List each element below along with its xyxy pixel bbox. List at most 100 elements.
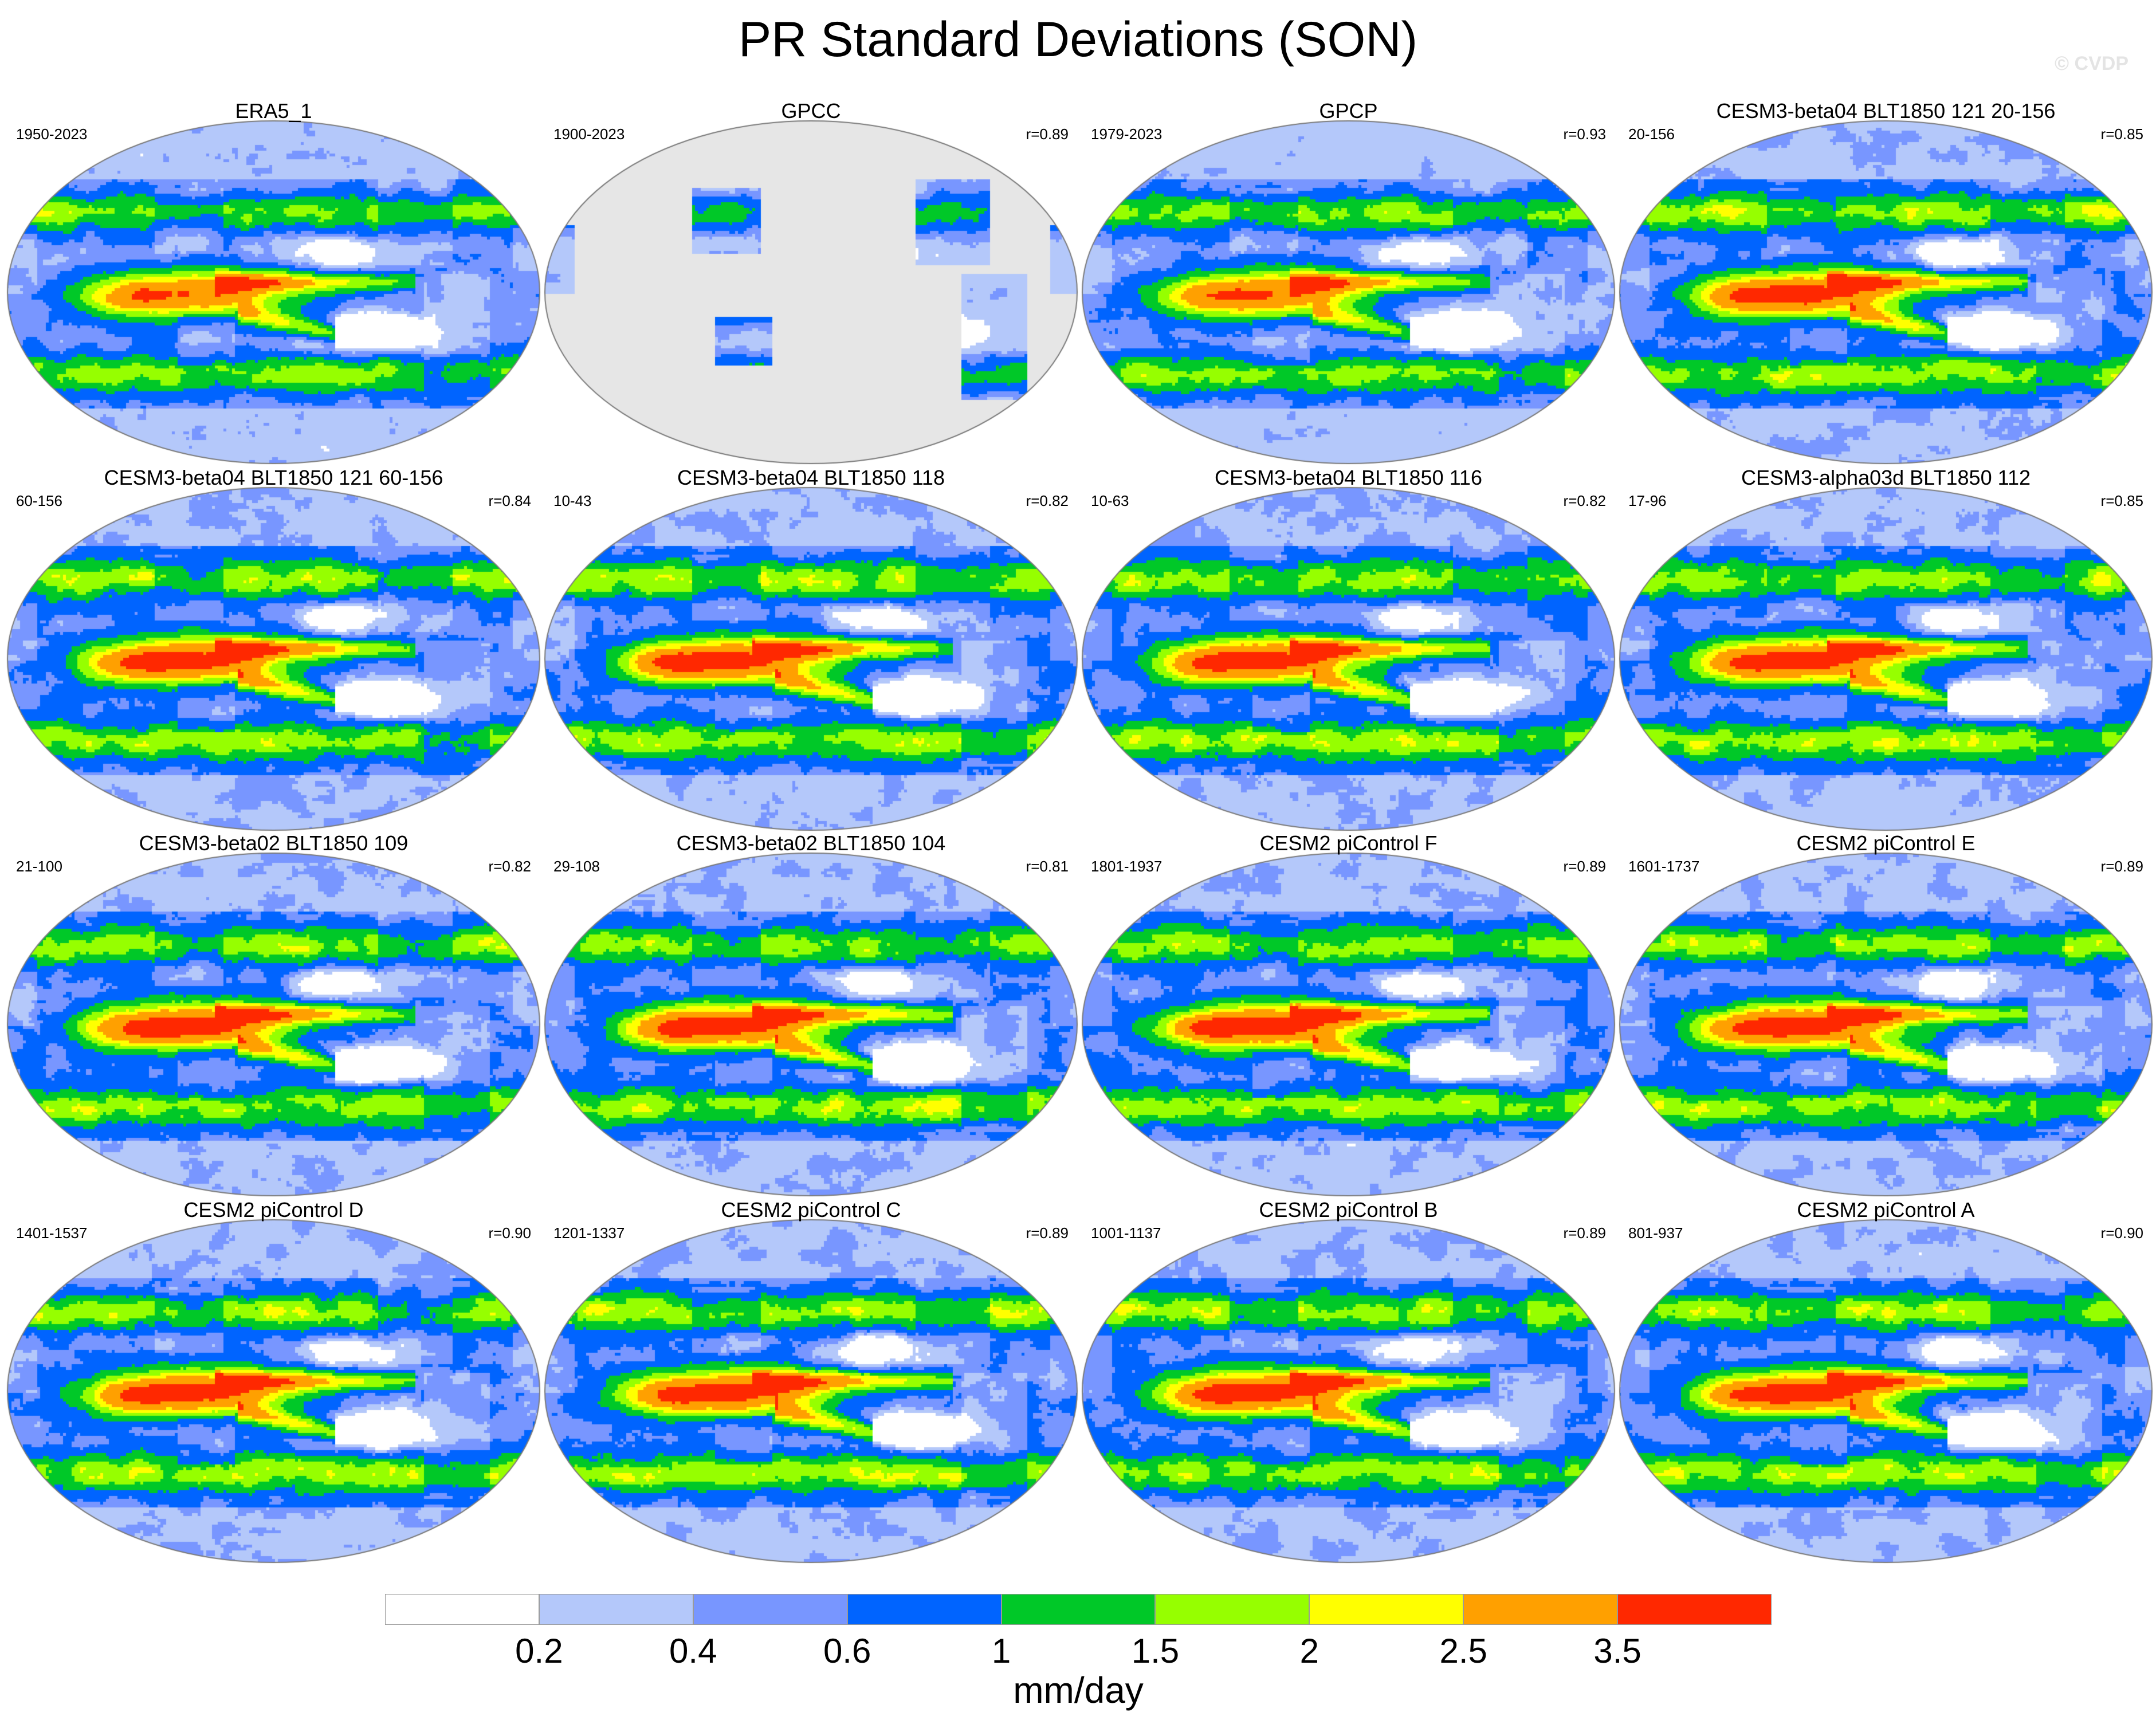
panel-title: CESM2 piControl B xyxy=(1259,1198,1438,1222)
panel-title: CESM3-beta02 BLT1850 109 xyxy=(139,831,409,855)
panel-years: 1979-2023 xyxy=(1091,125,1163,143)
panel-title: CESM2 piControl D xyxy=(183,1198,364,1222)
colorbar-tick-label: 2.5 xyxy=(1439,1632,1487,1670)
map-image xyxy=(1618,119,2154,465)
colorbar-tick-label: 3.5 xyxy=(1593,1632,1641,1670)
panel-title: ERA5_1 xyxy=(235,99,312,123)
map-panel: CESM3-alpha03d BLT1850 112 17-96 r=0.85 xyxy=(1618,465,2154,832)
panel-title: CESM2 piControl E xyxy=(1796,831,1976,855)
map-image xyxy=(1618,486,2154,832)
colorbar-box xyxy=(693,1594,847,1625)
map-panel: CESM3-beta04 BLT1850 118 10-43 r=0.82 xyxy=(543,465,1079,832)
panel-correlation: r=0.89 xyxy=(1026,125,1069,143)
map-panel: CESM2 piControl A 801-937 r=0.90 xyxy=(1618,1197,2154,1564)
map-image xyxy=(1618,851,2154,1197)
panel-correlation: r=0.82 xyxy=(1026,492,1069,509)
colorbar-tick-label: 1 xyxy=(991,1632,1011,1670)
map-panel: CESM3-beta04 BLT1850 121 20-156 20-156 r=0… xyxy=(1618,99,2154,465)
colorbar-box xyxy=(1309,1594,1464,1625)
panel-title: CESM2 piControl F xyxy=(1259,831,1438,855)
panel-years: 10-43 xyxy=(553,492,592,509)
map-image xyxy=(1081,851,1616,1197)
colorbar-box xyxy=(1001,1594,1156,1625)
map-panel: CESM2 piControl E 1601-1737 r=0.89 xyxy=(1618,831,2154,1197)
panel-correlation: r=0.89 xyxy=(2100,858,2143,875)
panel-correlation: r=0.84 xyxy=(488,492,531,509)
panel-title: CESM3-beta02 BLT1850 104 xyxy=(676,831,946,855)
map-image xyxy=(1081,1218,1616,1564)
panel-correlation: r=0.89 xyxy=(1563,858,1606,875)
map-image xyxy=(6,486,541,832)
panel-title: CESM3-beta04 BLT1850 121 60-156 xyxy=(104,466,443,489)
colorbar-box xyxy=(1155,1594,1310,1625)
colorbar-tick-label: 2 xyxy=(1299,1632,1319,1670)
panel-correlation: r=0.82 xyxy=(1563,492,1606,509)
map-panel: CESM2 piControl B 1001-1137 r=0.89 xyxy=(1081,1197,1616,1564)
map-panel: ERA5_1 1950-2023 xyxy=(6,99,541,465)
panel-correlation: r=0.85 xyxy=(2100,492,2143,509)
colorbar-tick-label: 0.6 xyxy=(823,1632,871,1670)
map-panel-grid: ERA5_1 1950-2023 GPCC 1900-2023 r=0.89 GPCP 19… xyxy=(6,99,2154,1564)
colorbar-box xyxy=(385,1594,539,1625)
map-panel: CESM3-beta02 BLT1850 109 21-100 r=0.82 xyxy=(6,831,541,1197)
colorbar: 0.2 0.4 0.6 1 1.5 2 2.5 3.5 mm/day xyxy=(385,1594,1772,1720)
map-panel: CESM2 piControl D 1401-1537 r=0.90 xyxy=(6,1197,541,1564)
panel-correlation: r=0.81 xyxy=(1026,858,1069,875)
panel-years: 1201-1337 xyxy=(553,1224,625,1242)
panel-title: GPCP xyxy=(1319,99,1378,123)
panel-years: 801-937 xyxy=(1628,1224,1683,1242)
panel-correlation: r=0.89 xyxy=(1563,1224,1606,1242)
panel-years: 1801-1937 xyxy=(1091,858,1163,875)
map-image xyxy=(1081,486,1616,832)
panel-title: CESM2 piControl A xyxy=(1797,1198,1975,1222)
colorbar-box xyxy=(1617,1594,1772,1625)
panel-years: 20-156 xyxy=(1628,125,1675,143)
panel-years: 1900-2023 xyxy=(553,125,625,143)
map-image xyxy=(1618,1218,2154,1564)
colorbar-box xyxy=(1463,1594,1618,1625)
map-image xyxy=(6,1218,541,1564)
panel-correlation: r=0.90 xyxy=(488,1224,531,1242)
colorbar-box xyxy=(539,1594,693,1625)
panel-years: 1950-2023 xyxy=(16,125,88,143)
panel-years: 10-63 xyxy=(1091,492,1129,509)
panel-correlation: r=0.90 xyxy=(2100,1224,2143,1242)
panel-title: CESM3-beta04 BLT1850 121 20-156 xyxy=(1716,99,2056,123)
panel-correlation: r=0.85 xyxy=(2100,125,2143,143)
map-image xyxy=(543,486,1079,832)
colorbar-tick-label: 0.4 xyxy=(669,1632,717,1670)
panel-years: 1601-1737 xyxy=(1628,858,1700,875)
page-title: PR Standard Deviations (SON) xyxy=(738,12,1418,67)
map-image xyxy=(1081,119,1616,465)
panel-title: CESM3-beta04 BLT1850 118 xyxy=(677,466,945,489)
map-image xyxy=(6,119,541,465)
panel-years: 1401-1537 xyxy=(16,1224,88,1242)
map-panel: CESM3-beta04 BLT1850 116 10-63 r=0.82 xyxy=(1081,465,1616,832)
panel-correlation: r=0.93 xyxy=(1563,125,1606,143)
map-panel: GPCP 1979-2023 r=0.93 xyxy=(1081,99,1616,465)
panel-correlation: r=0.89 xyxy=(1026,1224,1069,1242)
map-image xyxy=(543,851,1079,1197)
map-panel: GPCC 1900-2023 r=0.89 xyxy=(543,99,1079,465)
panel-title: CESM3-beta04 BLT1850 116 xyxy=(1215,466,1482,489)
panel-title: CESM3-alpha03d BLT1850 112 xyxy=(1741,466,2031,489)
map-panel: CESM3-beta04 BLT1850 121 60-156 60-156 r=0… xyxy=(6,465,541,832)
map-image xyxy=(6,851,541,1197)
map-panel: CESM2 piControl C 1201-1337 r=0.89 xyxy=(543,1197,1079,1564)
map-image xyxy=(543,1218,1079,1564)
colorbar-boxes xyxy=(385,1594,1772,1626)
colorbar-tick-label: 1.5 xyxy=(1131,1632,1180,1670)
panel-years: 60-156 xyxy=(16,492,62,509)
map-panel: CESM3-beta02 BLT1850 104 29-108 r=0.81 xyxy=(543,831,1079,1197)
panel-years: 1001-1137 xyxy=(1091,1224,1161,1242)
panel-title: GPCC xyxy=(781,99,841,123)
panel-title: CESM2 piControl C xyxy=(721,1198,901,1222)
colorbar-box xyxy=(847,1594,1002,1625)
colorbar-tick-label: 0.2 xyxy=(515,1632,563,1670)
panel-correlation: r=0.82 xyxy=(488,858,531,875)
map-panel: CESM2 piControl F 1801-1937 r=0.89 xyxy=(1081,831,1616,1197)
panel-years: 17-96 xyxy=(1628,492,1667,509)
watermark: © CVDP xyxy=(2055,53,2128,74)
panel-years: 21-100 xyxy=(16,858,62,875)
map-image xyxy=(543,119,1079,465)
